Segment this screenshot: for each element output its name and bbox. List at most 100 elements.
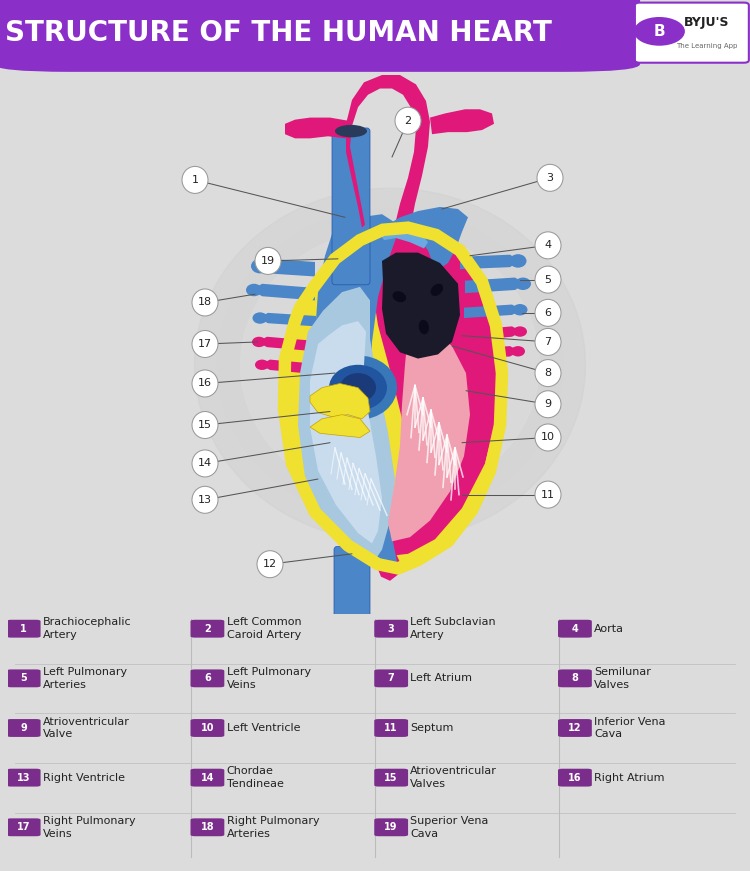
Circle shape — [182, 166, 208, 193]
Text: 15: 15 — [385, 773, 398, 783]
Text: 4: 4 — [544, 240, 551, 250]
FancyBboxPatch shape — [374, 719, 408, 737]
FancyBboxPatch shape — [7, 670, 40, 687]
Polygon shape — [258, 313, 316, 327]
FancyBboxPatch shape — [558, 620, 592, 638]
Text: 17: 17 — [198, 339, 212, 349]
Text: Right Pulmonary
Arteries: Right Pulmonary Arteries — [226, 816, 320, 839]
FancyBboxPatch shape — [190, 620, 224, 638]
Polygon shape — [382, 253, 460, 359]
Text: Aorta: Aorta — [594, 624, 624, 634]
Text: 7: 7 — [544, 337, 551, 347]
Text: 3: 3 — [547, 172, 554, 183]
Polygon shape — [285, 118, 348, 138]
Ellipse shape — [340, 373, 376, 402]
Text: 5: 5 — [544, 274, 551, 285]
Polygon shape — [298, 287, 395, 560]
Circle shape — [535, 424, 561, 451]
Circle shape — [634, 17, 685, 46]
FancyBboxPatch shape — [374, 670, 408, 687]
Polygon shape — [464, 327, 522, 341]
Text: Left Common
Caroid Artery: Left Common Caroid Artery — [226, 618, 302, 640]
Text: 2: 2 — [204, 624, 211, 634]
Polygon shape — [346, 75, 430, 230]
Text: 18: 18 — [198, 298, 212, 307]
FancyBboxPatch shape — [558, 769, 592, 787]
Text: 9: 9 — [20, 723, 27, 733]
Text: 13: 13 — [17, 773, 31, 783]
Polygon shape — [460, 254, 520, 269]
Text: 5: 5 — [20, 673, 27, 684]
Text: 16: 16 — [198, 379, 212, 388]
Text: 6: 6 — [204, 673, 211, 684]
Text: 18: 18 — [200, 822, 214, 833]
Text: Chordae
Tendineae: Chordae Tendineae — [226, 766, 284, 789]
Text: 7: 7 — [388, 673, 394, 684]
FancyBboxPatch shape — [190, 819, 224, 836]
Polygon shape — [257, 337, 315, 351]
Text: 6: 6 — [544, 307, 551, 318]
Polygon shape — [464, 305, 522, 318]
Polygon shape — [258, 259, 315, 276]
Ellipse shape — [319, 355, 397, 420]
FancyBboxPatch shape — [374, 620, 408, 638]
Text: 15: 15 — [198, 420, 212, 430]
Circle shape — [257, 550, 283, 577]
Text: BYJU'S: BYJU'S — [684, 17, 730, 30]
Circle shape — [255, 247, 281, 274]
Circle shape — [535, 481, 561, 508]
Circle shape — [192, 411, 218, 438]
Polygon shape — [252, 284, 315, 300]
Circle shape — [535, 360, 561, 387]
Text: Atrioventricular
Valve: Atrioventricular Valve — [43, 717, 130, 739]
Text: Left Pulmonary
Arteries: Left Pulmonary Arteries — [43, 667, 127, 690]
FancyBboxPatch shape — [0, 0, 640, 72]
FancyBboxPatch shape — [7, 620, 40, 638]
Text: 2: 2 — [404, 116, 412, 125]
Text: 11: 11 — [385, 723, 398, 733]
Polygon shape — [310, 415, 370, 437]
FancyBboxPatch shape — [7, 769, 40, 787]
Polygon shape — [376, 539, 400, 581]
Circle shape — [395, 107, 421, 134]
Ellipse shape — [255, 360, 269, 370]
Text: B: B — [653, 24, 665, 39]
Polygon shape — [372, 207, 468, 271]
Polygon shape — [465, 278, 525, 294]
Text: 4: 4 — [572, 624, 578, 634]
Polygon shape — [260, 360, 315, 375]
Ellipse shape — [194, 188, 586, 542]
Ellipse shape — [217, 209, 562, 521]
Polygon shape — [462, 346, 520, 360]
Polygon shape — [430, 109, 494, 134]
Text: 14: 14 — [201, 773, 214, 783]
Ellipse shape — [512, 304, 527, 315]
Circle shape — [535, 328, 561, 355]
Circle shape — [535, 391, 561, 418]
Circle shape — [192, 486, 218, 513]
Text: Brachiocephalic
Artery: Brachiocephalic Artery — [43, 618, 131, 640]
Polygon shape — [388, 321, 470, 542]
FancyBboxPatch shape — [190, 769, 224, 787]
Text: 14: 14 — [198, 458, 212, 469]
FancyBboxPatch shape — [7, 819, 40, 836]
Text: 19: 19 — [385, 822, 398, 833]
Ellipse shape — [335, 125, 367, 138]
FancyBboxPatch shape — [190, 670, 224, 687]
Text: Atrioventricular
Valves: Atrioventricular Valves — [410, 766, 497, 789]
Ellipse shape — [511, 346, 525, 356]
Polygon shape — [315, 214, 398, 571]
Ellipse shape — [329, 365, 387, 410]
Polygon shape — [372, 227, 502, 556]
Circle shape — [535, 300, 561, 327]
FancyBboxPatch shape — [374, 769, 408, 787]
Polygon shape — [310, 321, 382, 544]
Text: 11: 11 — [541, 490, 555, 500]
Ellipse shape — [392, 291, 406, 302]
Polygon shape — [310, 383, 370, 419]
Circle shape — [192, 450, 218, 477]
Ellipse shape — [515, 278, 531, 290]
Text: Right Atrium: Right Atrium — [594, 773, 664, 783]
Circle shape — [192, 370, 218, 397]
Text: 16: 16 — [568, 773, 582, 783]
